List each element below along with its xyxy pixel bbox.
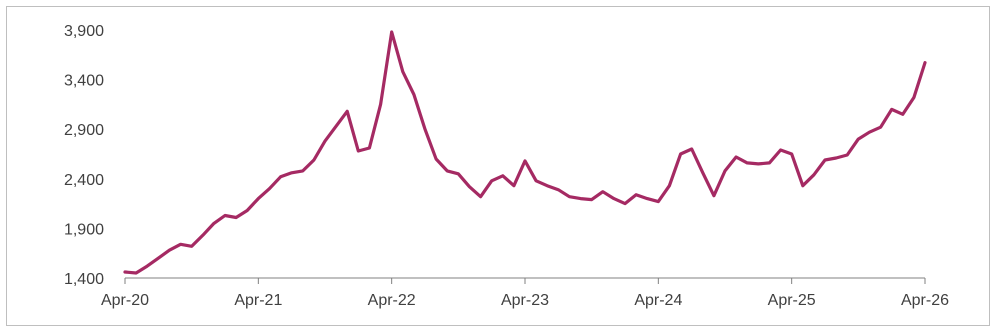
x-axis: Apr-20 Apr-21 Apr-22 Apr-23 Apr-24 Apr-25 Apr-… (101, 278, 949, 309)
chart-frame (6, 6, 990, 326)
x-tick-label: Apr-26 (901, 292, 949, 309)
x-tick-label: Apr-24 (634, 292, 682, 309)
y-tick-label: 1,400 (64, 271, 104, 288)
x-tick-label: Apr-21 (234, 292, 282, 309)
y-axis: 1,400 1,900 2,400 2,900 3,400 3,900 (64, 23, 104, 288)
x-tick-label: Apr-20 (101, 292, 149, 309)
x-tick-label: Apr-25 (768, 292, 816, 309)
y-tick-label: 3,900 (64, 23, 104, 40)
y-tick-label: 1,900 (64, 221, 104, 238)
series-line (123, 30, 927, 275)
y-tick-label: 2,900 (64, 122, 104, 139)
y-tick-label: 2,400 (64, 172, 104, 189)
x-tick-label: Apr-23 (501, 292, 549, 309)
x-tick-label: Apr-22 (368, 292, 416, 309)
y-tick-label: 3,400 (64, 73, 104, 90)
